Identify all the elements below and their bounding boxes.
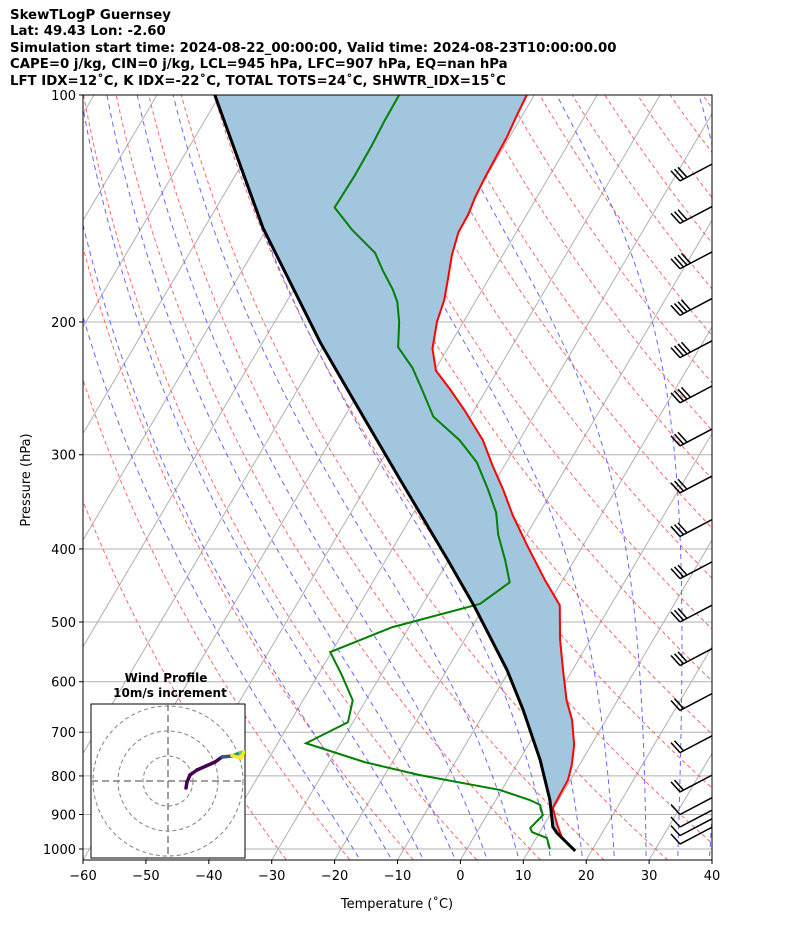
- sounding-traces: [213, 95, 577, 853]
- wind-barb: [670, 518, 713, 538]
- dry-adiabat: [311, 95, 712, 682]
- wind-barb: [670, 604, 713, 623]
- parcel-line: [213, 95, 577, 853]
- wind-barb: [670, 809, 713, 828]
- moist-adiabat: [698, 95, 712, 860]
- x-tick-label: 0: [456, 869, 464, 884]
- dry-adiabat: [83, 499, 288, 860]
- x-tick-label: −10: [384, 869, 411, 884]
- y-tick-label: 200: [51, 316, 76, 331]
- moist-adiabat: [83, 314, 361, 860]
- wind-barb: [670, 692, 713, 712]
- isotherm-line: [334, 219, 712, 860]
- x-tick-label: −60: [69, 869, 96, 884]
- x-tick-label: −20: [321, 869, 348, 884]
- y-tick-label: 600: [51, 676, 76, 691]
- chart-header: SkewTLogP Guernsey Lat: 49.43 Lon: -2.60…: [10, 8, 617, 90]
- wind-barb: [670, 297, 713, 317]
- x-tick-label: 20: [578, 869, 595, 884]
- chart-title: SkewTLogP Guernsey: [10, 8, 171, 23]
- moist-adiabat: [83, 104, 425, 860]
- wind-barb: [670, 735, 713, 754]
- moist-adiabat: [556, 95, 683, 860]
- isotherm-line: [83, 95, 95, 115]
- moist-adiabat: [136, 95, 488, 860]
- isotherm-line: [83, 95, 158, 222]
- axis-ticks: −60 −50 −40 −30 −20 −10 0 10 20 30 40 100 200 300 400 5…: [43, 89, 720, 884]
- x-axis-label: Temperature (˚C): [340, 896, 453, 912]
- dry-adiabat: [180, 95, 669, 860]
- x-tick-label: −50: [132, 869, 159, 884]
- isotherm-line: [459, 432, 712, 860]
- y-tick-label: 500: [51, 616, 76, 631]
- moist-adiabat: [341, 95, 615, 860]
- wind-barb: [670, 205, 713, 225]
- isotherm-line: [271, 112, 712, 860]
- x-tick-label: 30: [641, 869, 658, 884]
- y-tick-label: 800: [51, 770, 76, 785]
- moist-adiabat: [433, 95, 647, 860]
- moist-adiabat: [106, 95, 456, 860]
- moist-adiabat: [216, 95, 552, 860]
- y-axis-label: Pressure (hPa): [19, 433, 34, 526]
- x-tick-label: −40: [195, 869, 222, 884]
- y-tick-label: 400: [51, 543, 76, 558]
- wind-barb: [670, 475, 713, 494]
- wind-barb: [670, 648, 713, 667]
- isotherm-line: [83, 95, 284, 435]
- y-tick-label: 100: [51, 89, 76, 104]
- dry-adiabat: [343, 95, 712, 630]
- wind-barb: [670, 826, 713, 845]
- dewpoint-line: [303, 95, 551, 850]
- dry-adiabat: [571, 95, 712, 290]
- wind-barb: [670, 428, 713, 447]
- dry-adiabat: [701, 95, 712, 109]
- moist-adiabat: [83, 222, 393, 860]
- isotherm-line: [396, 325, 712, 860]
- y-tick-label: 1000: [43, 843, 76, 858]
- y-tick-label: 300: [51, 449, 76, 464]
- wind-barb: [670, 797, 713, 816]
- wind-barb: [670, 163, 713, 182]
- dry-adiabat: [83, 245, 415, 860]
- dry-adiabat: [723, 78, 794, 865]
- indices-line-2: LFT IDX=12˚C, K IDX=-22˚C, TOTAL TOTS=24…: [10, 73, 506, 89]
- dry-adiabat: [473, 95, 712, 432]
- wind-barb: [670, 251, 713, 270]
- wind-barb: [670, 340, 713, 359]
- isotherm-line: [585, 645, 712, 860]
- dry-adiabat: [148, 95, 605, 860]
- y-tick-label: 700: [51, 726, 76, 741]
- dry-adiabat: [115, 95, 542, 860]
- wind-barb: [670, 385, 713, 404]
- hodograph-inset: Wind Profile 10m/s increment: [90, 671, 246, 859]
- location-label: Lat: 49.43 Lon: -2.60: [10, 24, 166, 40]
- wind-barb: [670, 774, 713, 793]
- isotherm-line: [83, 95, 221, 328]
- hodograph-segment: [230, 753, 243, 760]
- isotherm-line: [711, 859, 712, 860]
- hodograph-subtitle: 10m/s increment: [113, 686, 227, 700]
- wind-barb: [670, 818, 713, 837]
- cin-cape-shading: [214, 95, 576, 851]
- dry-adiabat: [669, 95, 712, 154]
- time-label: Simulation start time: 2024-08-22_00:00:…: [10, 40, 617, 56]
- y-tick-label: 900: [51, 808, 76, 823]
- wind-barbs: [670, 163, 713, 845]
- temperature-line: [431, 95, 576, 852]
- dry-adiabat: [604, 95, 712, 244]
- moist-adiabat: [172, 95, 520, 860]
- dry-adiabat: [636, 95, 712, 199]
- hodograph-title: Wind Profile: [125, 671, 208, 685]
- x-tick-label: 10: [515, 869, 532, 884]
- dry-adiabat: [441, 95, 712, 480]
- wind-barb: [670, 561, 713, 580]
- x-tick-label: 40: [704, 869, 721, 884]
- x-tick-label: −30: [258, 869, 285, 884]
- indices-line-1: CAPE=0 j/kg, CIN=0 j/kg, LCL=945 hPa, LF…: [10, 57, 508, 73]
